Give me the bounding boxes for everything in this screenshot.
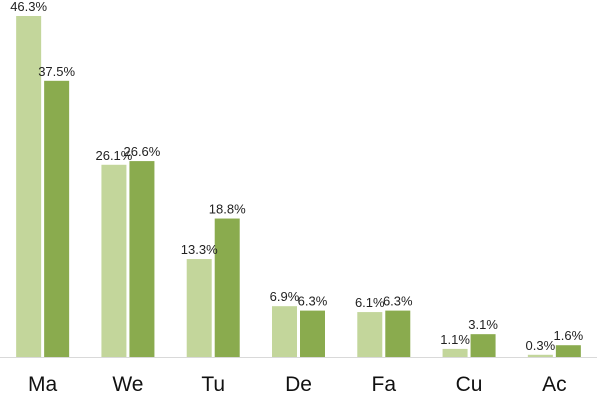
data-label-fa-series-2: 6.3%: [383, 294, 413, 309]
data-label-ma-series-2: 37.5%: [38, 64, 75, 79]
data-label-de-series-1: 6.9%: [270, 289, 300, 304]
bar-tu-series-2: [214, 218, 240, 357]
data-label-tu-series-1: 13.3%: [181, 242, 218, 257]
bar-fa-series-2: [385, 310, 411, 357]
data-label-we-series-2: 26.6%: [123, 144, 160, 159]
x-tick-label-fa: Fa: [372, 373, 397, 396]
bar-ac-series-1: [527, 354, 553, 357]
bar-de-series-1: [272, 306, 297, 357]
data-label-ac-series-2: 1.6%: [554, 328, 584, 343]
bar-we-series-1: [101, 164, 127, 357]
data-labels-group: 46.3%37.5%26.1%26.6%13.3%18.8%6.9%6.3% 6.…: [10, 0, 583, 353]
bar-tu-series-1: [186, 259, 212, 357]
bar-ac-series-2: [555, 345, 581, 357]
bar-fa-series-1: [357, 312, 383, 357]
bar-cu-series-1: [442, 348, 468, 357]
x-tick-label-we: We: [112, 373, 143, 396]
bar-ma-series-1: [16, 16, 42, 357]
x-tick-label-ma: Ma: [28, 373, 57, 396]
x-tick-label-tu: Tu: [201, 373, 225, 396]
x-tick-label-ac: Ac: [542, 373, 567, 396]
data-label-ac-series-1: 0.3%: [526, 338, 556, 353]
data-label-cu-series-1: 1.1%: [440, 332, 470, 347]
bar-we-series-2: [129, 161, 155, 357]
x-tick-labels-group: Ma We Tu De Fa Cu Ac: [28, 373, 567, 396]
data-label-tu-series-2: 18.8%: [209, 202, 246, 217]
data-label-fa-series-1: 6.1%: [355, 295, 385, 310]
x-tick-label-de: De: [285, 373, 312, 396]
data-label-ma-series-1: 46.3%: [10, 0, 47, 14]
bar-cu-series-2: [470, 334, 496, 357]
bar-ma-series-2: [44, 80, 70, 357]
data-label-cu-series-2: 3.1%: [468, 317, 498, 332]
data-label-we-series-1: 26.1%: [95, 148, 132, 163]
data-label-de-series-2: 6.3%: [298, 294, 328, 309]
x-tick-label-cu: Cu: [456, 373, 483, 396]
bars-group: [16, 16, 581, 357]
bar-de-series-2: [300, 310, 325, 357]
